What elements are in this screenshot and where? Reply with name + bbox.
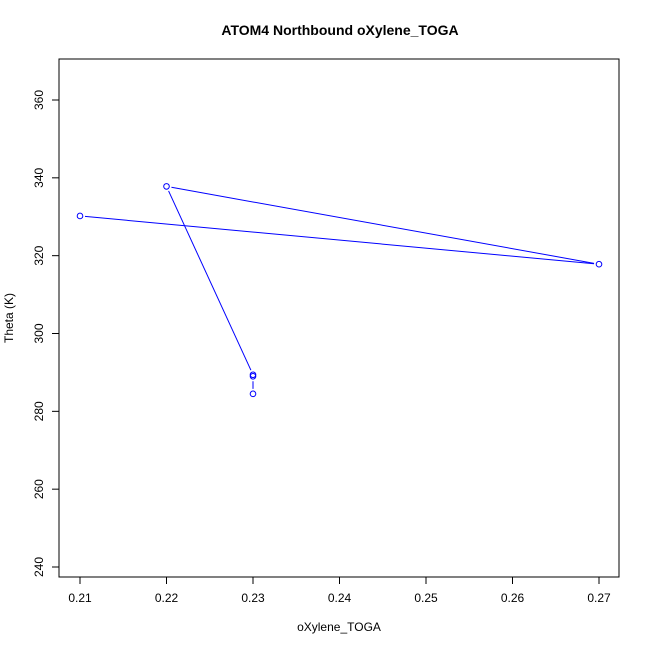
- x-tick-label: 0.21: [68, 591, 92, 605]
- data-point: [249, 390, 257, 398]
- data-point: [76, 212, 84, 220]
- y-axis: 240 260 280 300 320 340 360: [32, 90, 60, 577]
- y-tick-label: 300: [32, 323, 46, 343]
- x-tick-label: 0.27: [587, 591, 611, 605]
- y-tick-label: 340: [32, 168, 46, 188]
- x-tick-label: 0.26: [501, 591, 525, 605]
- x-axis: 0.21 0.22 0.23 0.24 0.25 0.26 0.27: [68, 576, 611, 605]
- x-tick-label: 0.25: [414, 591, 438, 605]
- data-point: [249, 371, 257, 379]
- y-tick-label: 280: [32, 401, 46, 421]
- data-point: [163, 183, 170, 190]
- data-point: [595, 260, 603, 268]
- y-tick-label: 360: [32, 90, 46, 110]
- y-tick-label: 260: [32, 479, 46, 499]
- series-line-segment: [84, 215, 595, 265]
- series-line-segment: [168, 190, 252, 371]
- chart-title: ATOM4 Northbound oXylene_TOGA: [221, 22, 458, 38]
- x-tick-label: 0.23: [241, 591, 265, 605]
- y-axis-label: Theta (K): [2, 293, 16, 343]
- series-line-segment: [171, 186, 595, 264]
- plot-layer: [76, 183, 603, 398]
- y-tick-label: 240: [32, 557, 46, 577]
- y-tick-label: 320: [32, 245, 46, 265]
- plot-frame: [58, 58, 620, 578]
- x-tick-label: 0.24: [328, 591, 352, 605]
- x-axis-label: oXylene_TOGA: [297, 620, 381, 634]
- x-tick-label: 0.22: [155, 591, 179, 605]
